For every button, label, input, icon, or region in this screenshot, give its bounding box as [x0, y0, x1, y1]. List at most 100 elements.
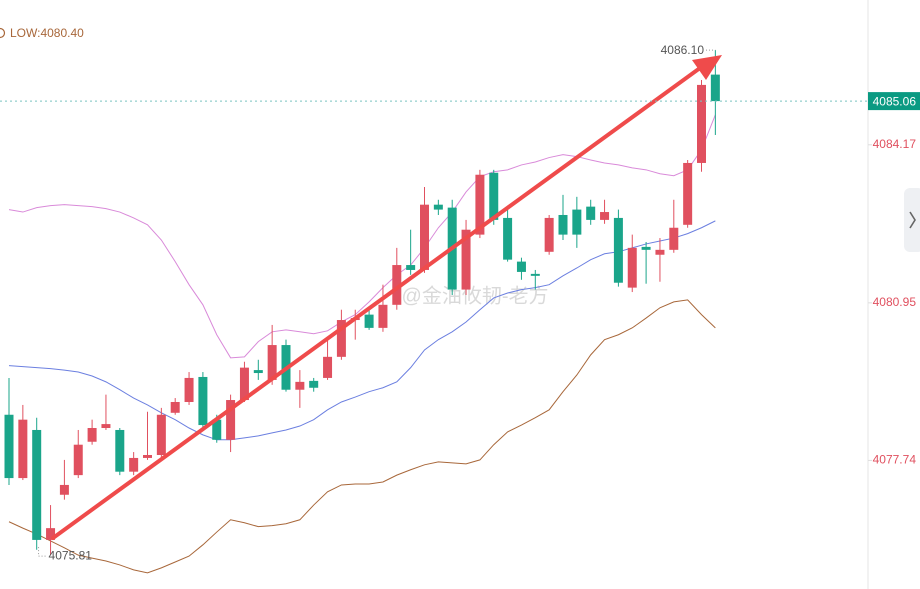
- candle-body: [433, 204, 443, 210]
- candle-body: [309, 380, 319, 388]
- candle-body: [73, 444, 83, 476]
- candle-body: [378, 304, 388, 328]
- y-tick-label: 4077.74: [873, 453, 917, 467]
- candle: [323, 339, 333, 380]
- candle: [378, 284, 388, 332]
- band-line: [8, 114, 716, 359]
- candle: [267, 324, 277, 385]
- band-line: [8, 220, 716, 441]
- candle: [59, 459, 69, 500]
- high-annotation: 4086.10: [661, 43, 705, 57]
- candle: [655, 238, 665, 282]
- candle-body: [364, 314, 374, 328]
- candle: [46, 505, 56, 556]
- candle: [406, 229, 416, 275]
- candle-body: [683, 162, 693, 225]
- arrow-head: [692, 55, 722, 80]
- trend-arrow: [51, 55, 722, 540]
- candle-body: [212, 419, 222, 440]
- candle: [198, 372, 208, 429]
- collapse-chevron[interactable]: [909, 211, 916, 229]
- candle: [18, 404, 28, 481]
- candle-body: [59, 484, 69, 495]
- candle: [239, 361, 249, 402]
- candle-body: [184, 377, 194, 402]
- candle-body: [253, 370, 263, 374]
- candle-body: [641, 246, 651, 250]
- candle: [143, 411, 152, 460]
- candle-body: [198, 376, 208, 426]
- candle-body: [669, 227, 679, 250]
- candle: [544, 214, 554, 255]
- candle: [641, 241, 651, 284]
- candle: [697, 80, 706, 172]
- arrow-shaft: [51, 66, 702, 540]
- y-tick-label: 4084.17: [873, 137, 917, 151]
- last-price-box: [868, 92, 920, 111]
- candle-body: [530, 273, 540, 276]
- candle: [295, 370, 305, 408]
- candle-body: [572, 209, 582, 235]
- candle: [364, 307, 374, 330]
- candle: [309, 377, 319, 392]
- candle-body: [544, 217, 554, 252]
- candle: [170, 398, 180, 415]
- candle: [586, 199, 596, 225]
- candle: [87, 419, 97, 445]
- candle: [516, 257, 526, 280]
- candle-body: [18, 419, 28, 479]
- candle-body: [586, 206, 596, 220]
- candle: [392, 247, 402, 310]
- candle-body: [627, 247, 637, 288]
- candle-body: [461, 229, 471, 290]
- candle: [503, 209, 513, 262]
- candle: [129, 452, 139, 476]
- candle-body: [600, 212, 610, 220]
- candle-body: [710, 74, 720, 102]
- candle: [600, 199, 610, 224]
- candle-body: [558, 214, 568, 235]
- candle-body: [101, 424, 111, 429]
- candle: [558, 194, 568, 241]
- candle: [156, 407, 166, 458]
- low-annotation: 4075.81: [49, 548, 93, 562]
- candle: [669, 199, 679, 253]
- band-line: [8, 299, 716, 574]
- y-tick-label: 4080.95: [873, 295, 917, 309]
- candle: [73, 429, 83, 479]
- collapse-tab[interactable]: [904, 188, 920, 252]
- candle-body: [503, 217, 513, 260]
- candle: [572, 196, 582, 248]
- candle-body: [420, 204, 429, 270]
- candle: [115, 428, 125, 476]
- candle-body: [323, 356, 333, 378]
- candle-body: [239, 367, 249, 401]
- candle: [420, 187, 429, 273]
- candle-body: [475, 174, 485, 235]
- candle-body: [489, 172, 499, 220]
- candle: [461, 219, 471, 295]
- candle: [184, 372, 194, 405]
- low-text: LOW:4080.40: [10, 26, 84, 40]
- candle-body: [156, 414, 166, 456]
- candle-body: [115, 429, 125, 472]
- candle: [336, 309, 346, 360]
- candle: [530, 269, 540, 290]
- candle-body: [392, 265, 402, 305]
- candle-body: [295, 381, 305, 390]
- candle-body: [170, 401, 180, 413]
- candle-body: [226, 400, 236, 440]
- candle-body: [32, 429, 42, 540]
- collapse-tab-bg[interactable]: [904, 188, 920, 252]
- candle-body: [129, 457, 139, 472]
- candle: [627, 234, 637, 293]
- watermark: @金油攸韧-老方: [402, 284, 549, 307]
- candle: [4, 377, 14, 485]
- candle: [226, 394, 236, 453]
- candle: [32, 417, 42, 550]
- candle-body: [4, 414, 14, 479]
- candle-body: [143, 455, 152, 458]
- low-icon: [0, 27, 6, 39]
